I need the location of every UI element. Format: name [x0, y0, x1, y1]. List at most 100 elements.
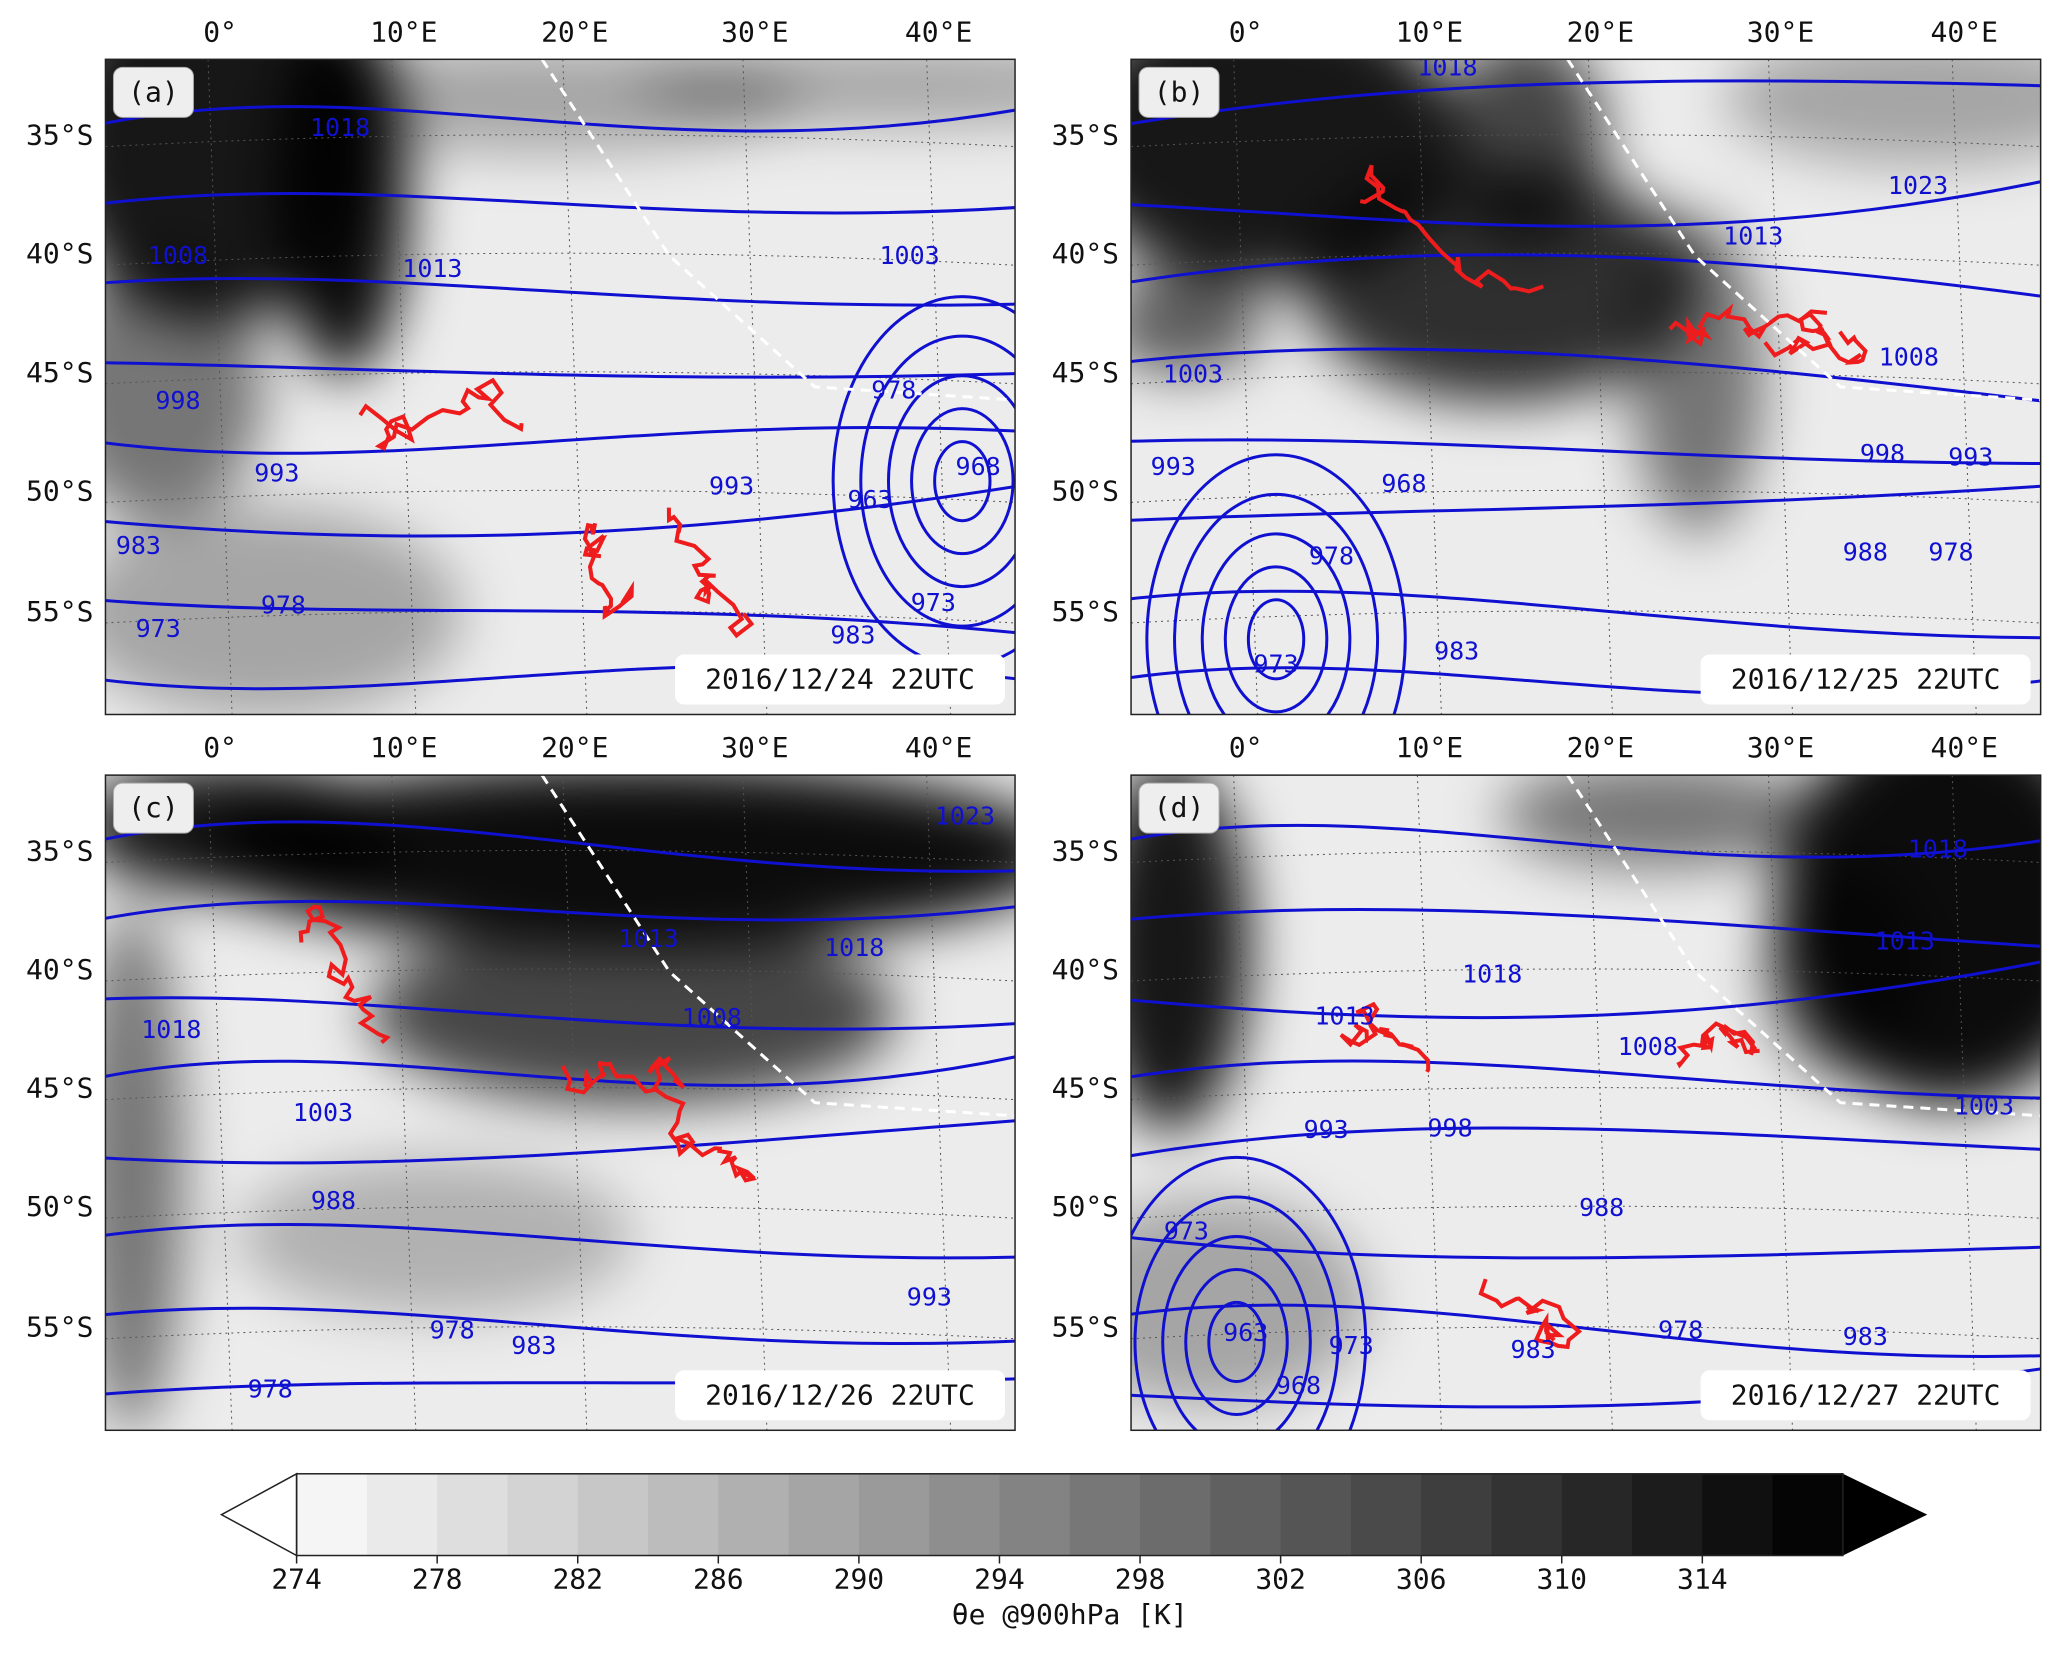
colorbar-tick-label: 306 — [1396, 1563, 1447, 1596]
panel-frame — [104, 58, 1016, 716]
contour-label: 1003 — [879, 241, 939, 270]
colorbar-tick-label: 298 — [1115, 1563, 1166, 1596]
isobar — [1131, 908, 2041, 948]
contour-label: 983 — [1511, 1335, 1556, 1364]
isobar — [105, 899, 1016, 922]
lat-tick-label: 45°S — [26, 356, 93, 389]
parallel — [105, 1087, 1016, 1101]
colorbar-tick-label: 302 — [1255, 1563, 1306, 1596]
parallel — [1131, 1205, 2041, 1219]
time-label: 2016/12/26 22UTC — [705, 1378, 975, 1411]
contour-label: 1013 — [1875, 927, 1935, 956]
contour-label: 1008 — [1879, 343, 1939, 372]
parallel — [1131, 610, 2041, 624]
colorbar-box — [296, 1473, 368, 1556]
parallel — [1131, 849, 2041, 863]
contour-label: 973 — [136, 614, 181, 643]
lat-tick-label: 35°S — [26, 834, 93, 867]
isobar-low — [887, 374, 1016, 589]
contour-label: 978 — [430, 1315, 475, 1344]
lon-tick-label: 30°E — [1747, 731, 1814, 764]
map-panel: 1023 1013 1018 1008 1018 1003 988 993 978 983 978 — [105, 775, 1016, 1431]
parallel — [1131, 134, 2041, 148]
lat-tick-label: 50°S — [26, 474, 93, 507]
colorbar-box — [1632, 1473, 1703, 1556]
contour-label: 1018 — [1462, 959, 1522, 988]
contour-label: 978 — [248, 1375, 293, 1404]
lon-tick-label: 40°E — [905, 731, 972, 764]
lat-tick-label: 50°S — [26, 1190, 93, 1223]
theta-contour — [1478, 1278, 1583, 1350]
warm-region — [237, 1157, 633, 1316]
colorbar-box — [577, 1473, 649, 1556]
time-box — [675, 1370, 1006, 1421]
contour-label: 983 — [1434, 637, 1479, 666]
lon-tick-label: 0° — [203, 15, 237, 48]
panel-label: (b) — [1154, 75, 1205, 108]
lon-tick-label: 30°E — [1747, 15, 1814, 48]
lon-tick-label: 40°E — [1931, 15, 1998, 48]
isobar-low — [933, 440, 992, 523]
contour-label: 998 — [1860, 439, 1905, 468]
isobar — [1131, 347, 2041, 403]
contour-label: 988 — [311, 1186, 356, 1215]
contour-label: 1013 — [402, 254, 462, 283]
panel-label: (a) — [128, 75, 179, 108]
lon-tick-label: 10°E — [1396, 731, 1463, 764]
isobar-low — [1133, 1195, 1340, 1431]
warm-region — [105, 257, 264, 521]
contour-label: 968 — [956, 452, 1001, 481]
colorbar-tick-label: 310 — [1536, 1563, 1587, 1596]
colorbar-frame — [295, 1473, 1844, 1557]
time-box — [1700, 1370, 2031, 1421]
colorbar-box — [1491, 1473, 1563, 1556]
meridian — [1767, 59, 1793, 715]
contour-label: 1008 — [682, 1003, 742, 1032]
contour-label: 963 — [1223, 1318, 1268, 1347]
warm-region — [105, 907, 185, 1431]
contour-label: 968 — [1381, 469, 1426, 498]
lat-tick-label: 40°S — [26, 237, 93, 270]
map-panel: 1018 1023 1013 1003 1008 993 968 998 993 978 988 97… — [1131, 59, 2041, 715]
contour-label: 993 — [709, 472, 754, 501]
meridian — [742, 775, 768, 1431]
contour-label: 983 — [511, 1331, 556, 1360]
contour-label: 1013 — [1314, 1002, 1374, 1031]
isobar — [105, 1055, 1016, 1087]
colorbar-box — [1140, 1473, 1211, 1556]
lat-tick-label: 55°S — [26, 595, 93, 628]
parallel — [105, 1205, 1016, 1219]
parallel — [1131, 968, 2041, 982]
contour-label: 1008 — [148, 241, 208, 270]
contour-label: 1023 — [935, 801, 995, 830]
colorbar-box — [718, 1473, 790, 1556]
meridian — [207, 59, 233, 715]
lat-tick-label: 35°S — [26, 119, 93, 152]
warm-region — [1131, 270, 1263, 376]
isobar — [105, 820, 1016, 873]
contour-label: 983 — [116, 531, 161, 560]
lat-tick-label: 35°S — [1052, 119, 1119, 152]
contour-label: 973 — [1164, 1217, 1209, 1246]
isobar — [105, 1119, 1016, 1165]
isobar — [105, 105, 1016, 133]
colorbar-tick-label: 278 — [412, 1563, 463, 1596]
meridian — [1767, 775, 1793, 1431]
theta-contour — [1763, 311, 1868, 365]
parallel — [1131, 1087, 2041, 1101]
parallel — [105, 134, 1016, 148]
contour-label: 998 — [1427, 1114, 1472, 1143]
lon-tick-label: 20°E — [541, 731, 608, 764]
panel-label-box — [112, 66, 194, 118]
isobar-low — [1207, 1300, 1266, 1384]
isobar — [1131, 253, 2041, 298]
map-panel: 1018 1018 1013 1013 1008 993 998 1003 988 973 963 9… — [1131, 775, 2041, 1431]
contour-label: 993 — [254, 459, 299, 488]
colorbar-tick-label: 282 — [552, 1563, 603, 1596]
colorbar-box — [366, 1473, 438, 1556]
colorbar-box — [858, 1473, 930, 1556]
parallel — [105, 252, 1016, 266]
colorbar-box — [999, 1473, 1071, 1556]
isobar — [105, 192, 1016, 215]
